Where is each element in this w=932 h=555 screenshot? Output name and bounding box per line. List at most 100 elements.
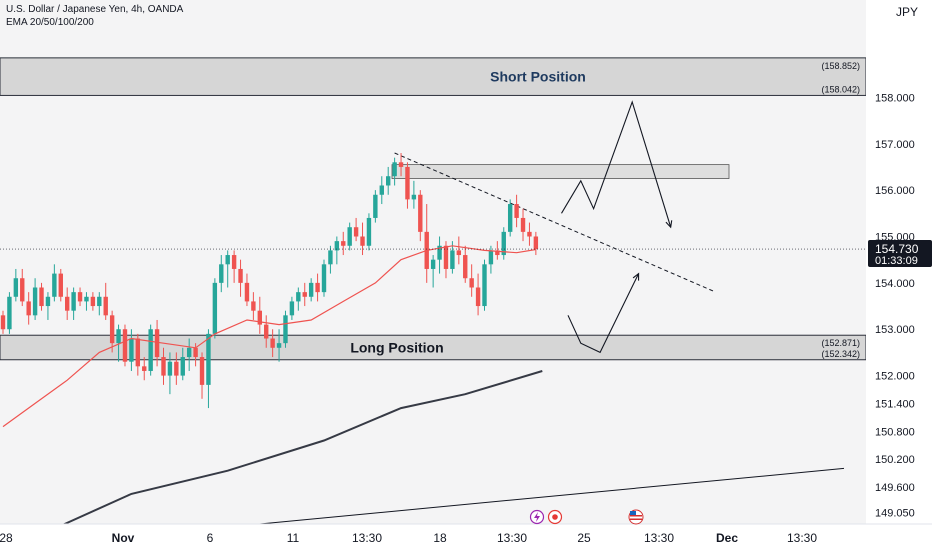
candle-body	[193, 347, 198, 358]
x-tick-label: 11	[287, 531, 300, 545]
candle-body	[231, 255, 237, 269]
us-flag-icon-stripe	[630, 515, 642, 517]
candle-body	[45, 296, 51, 307]
candle-body	[321, 264, 327, 293]
projection-path-top	[561, 100, 672, 228]
y-tick-label: 152.000	[875, 371, 915, 383]
x-tick-label: 25	[577, 531, 591, 545]
x-tick-label: 18	[433, 531, 447, 545]
zone-label: Long Position	[350, 339, 443, 355]
candle-body	[411, 194, 417, 200]
last-price-tag	[868, 240, 932, 268]
candle-body	[219, 264, 224, 283]
candle-body	[26, 301, 31, 316]
candle-body	[251, 301, 256, 311]
candle-body	[244, 282, 250, 302]
zone-top-value: (158.852)	[821, 61, 860, 71]
x-tick-label: Nov	[112, 531, 135, 545]
candle-body	[39, 287, 44, 307]
candle-body	[308, 282, 314, 297]
candle-body	[398, 162, 404, 167]
candle-body	[514, 204, 519, 218]
y-tick-label: 154.000	[875, 278, 915, 290]
candle-body	[463, 255, 468, 279]
candle-body	[296, 292, 301, 302]
lightning-icon	[529, 509, 545, 525]
candle-body	[302, 292, 307, 297]
last-price-value: 154.730	[875, 242, 919, 256]
candle-body	[97, 296, 102, 307]
candle-body	[84, 296, 89, 302]
candle-body	[52, 273, 57, 297]
record-icon-dot	[552, 514, 558, 520]
candle-body	[161, 357, 166, 376]
candle-body	[206, 333, 211, 385]
support-trendline	[259, 467, 845, 525]
candle-body	[174, 361, 179, 376]
candle-body	[360, 236, 365, 246]
candle-body	[501, 231, 506, 256]
ema-slow-line	[53, 370, 543, 530]
candle-body	[154, 329, 160, 358]
candle-body	[386, 176, 391, 186]
zone-bottom-value: (152.342)	[821, 349, 860, 359]
candle-body	[135, 338, 141, 367]
x-tick-label: 13:30	[644, 531, 674, 545]
candle-body	[437, 245, 442, 260]
candle-body	[122, 329, 128, 362]
zone-bottom-value: (158.042)	[821, 84, 860, 94]
candle-body	[238, 268, 243, 283]
candle-body	[418, 194, 423, 232]
candle-body	[366, 217, 372, 246]
price-axis	[866, 0, 932, 550]
countdown-value: 01:33:09	[875, 255, 918, 267]
candle-body	[334, 241, 340, 251]
candle-body	[270, 338, 275, 348]
x-tick-label: 13:30	[352, 531, 382, 545]
candle-body	[0, 315, 6, 330]
time-axis	[0, 524, 932, 550]
candle-body	[90, 296, 96, 307]
candle-body	[315, 282, 320, 293]
us-flag-icon-stripe	[630, 518, 642, 520]
candle-body	[103, 296, 108, 316]
x-tick-label: 13:30	[787, 531, 817, 545]
candle-body	[7, 296, 12, 330]
candle-body	[527, 231, 532, 237]
y-tick-label: 149.050	[875, 507, 915, 519]
candle-body	[379, 185, 384, 195]
zone-box-0	[0, 57, 867, 96]
projection-path-top-arrowhead	[665, 220, 673, 229]
candle-body	[392, 162, 397, 177]
candle-body	[77, 292, 83, 302]
candle-body	[109, 315, 115, 344]
candle-body	[212, 282, 218, 334]
candle-body	[347, 227, 352, 246]
projection-path-bottom	[567, 273, 640, 354]
x-tick-label: 6	[207, 531, 214, 545]
candle-body	[199, 357, 205, 385]
candle-body	[328, 250, 333, 265]
candle-body	[456, 250, 462, 256]
lightning-icon-glyph	[534, 512, 540, 522]
candle-body	[32, 287, 38, 316]
candle-body	[488, 250, 494, 265]
candle-body	[167, 361, 173, 376]
candle-body	[71, 292, 76, 311]
candle-body	[469, 278, 474, 288]
candle-body	[148, 329, 153, 371]
candle-body	[257, 310, 262, 325]
y-tick-label: 156.000	[875, 185, 915, 197]
y-tick-label: 149.600	[875, 482, 915, 494]
candle-body	[495, 250, 500, 256]
candle-body	[142, 366, 147, 371]
candle-body	[450, 250, 455, 269]
y-tick-label: 153.000	[875, 324, 915, 336]
us-flag-icon	[628, 509, 644, 525]
y-tick-label: 150.800	[875, 426, 915, 438]
candle-body	[353, 227, 359, 237]
descending-trendline	[394, 152, 716, 293]
candle-body	[225, 255, 230, 265]
